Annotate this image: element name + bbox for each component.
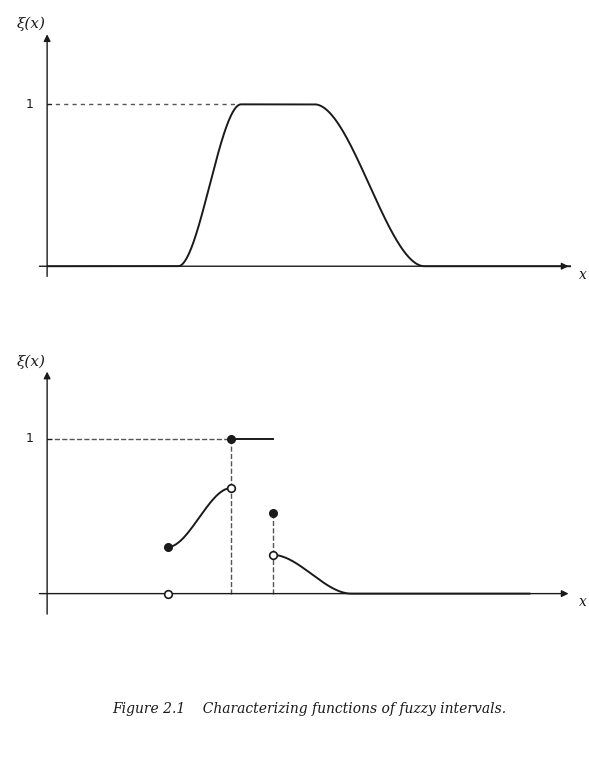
Text: 1: 1: [26, 98, 34, 111]
Text: x: x: [579, 268, 587, 282]
Text: x: x: [579, 595, 587, 609]
Text: Figure 2.1    Characterizing functions of fuzzy intervals.: Figure 2.1 Characterizing functions of f…: [112, 702, 507, 716]
Text: ξ(x): ξ(x): [17, 17, 46, 31]
Text: 1: 1: [26, 432, 34, 445]
Text: ξ(x): ξ(x): [17, 354, 46, 369]
